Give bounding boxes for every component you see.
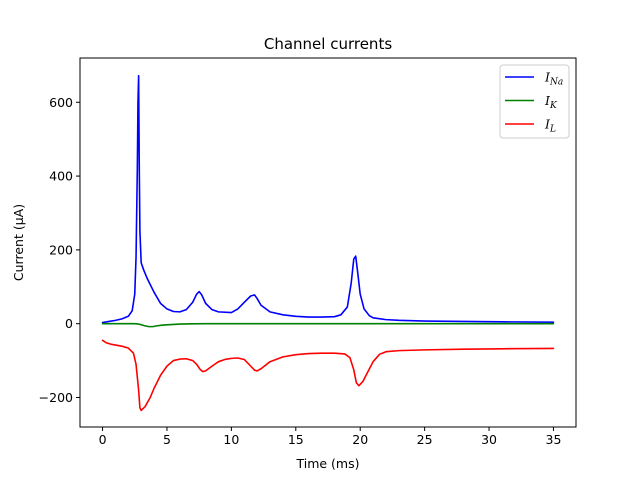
x-tick-label: 30 [481, 432, 497, 447]
plot-area [80, 58, 576, 427]
y-tick-label: 600 [49, 95, 73, 110]
plot-frame [79, 57, 577, 428]
series-layer [101, 74, 555, 412]
x-tick-label: 15 [288, 432, 304, 447]
x-axis: 0 5 10 15 20 25 30 35 [99, 427, 562, 447]
series-line-i-na [101, 74, 555, 324]
chart-title: Channel currents [264, 35, 392, 53]
x-tick-label: 35 [546, 432, 562, 447]
series-line-i-l [101, 339, 555, 412]
x-tick-label: 10 [223, 432, 239, 447]
x-tick-label: 0 [99, 432, 107, 447]
legend-label-i-na: INa [544, 70, 563, 88]
y-tick-label: 400 [49, 169, 73, 184]
legend: INa IK IL [499, 64, 570, 139]
legend-label-i-l: IL [544, 117, 556, 135]
x-tick-label: 20 [352, 432, 368, 447]
x-tick-label: 25 [417, 432, 433, 447]
x-tick-label: 5 [163, 432, 171, 447]
y-axis-label: Current (µA) [11, 204, 26, 281]
legend-label-i-k: IK [544, 93, 558, 111]
x-axis-label: Time (ms) [295, 456, 359, 471]
y-tick-label: −200 [39, 390, 73, 405]
series-line-i-k [101, 322, 555, 328]
y-axis: −200 0 200 400 600 [39, 95, 80, 405]
legend-items: INa IK IL [505, 70, 563, 135]
legend-box [499, 64, 570, 139]
y-tick-label: 200 [49, 242, 73, 257]
y-tick-label: 0 [65, 316, 73, 331]
